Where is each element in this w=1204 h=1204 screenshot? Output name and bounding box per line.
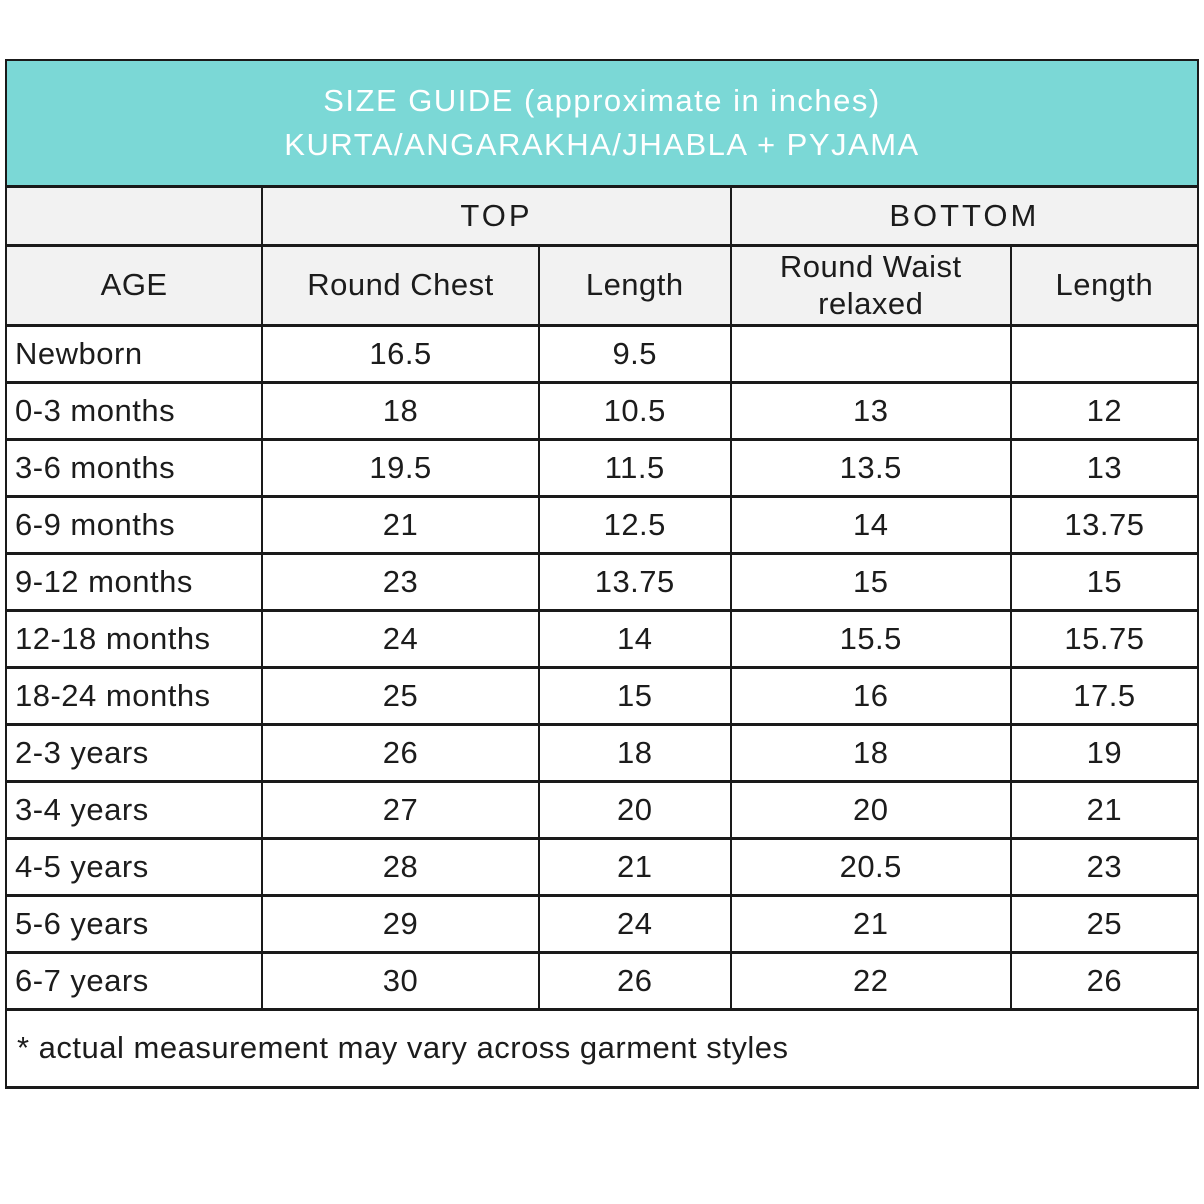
top-length-cell: 15 [537,665,732,726]
top-length-cell: 11.5 [537,437,732,498]
table-row: 5-6 years 29 24 21 25 [4,893,1200,954]
bottom-length-cell: 21 [1009,779,1200,840]
column-header-round-chest: Round Chest [261,243,540,327]
age-cell: 12-18 months [4,608,264,669]
top-length-cell: 24 [537,893,732,954]
title-line-1: SIZE GUIDE (approximate in inches) [323,82,881,118]
round-waist-cell: 20 [729,779,1012,840]
table-row: 3-6 months 19.5 11.5 13.5 13 [4,437,1200,498]
table-row: 9-12 months 23 13.75 15 15 [4,551,1200,612]
round-chest-cell: 19.5 [261,437,540,498]
column-header-age: AGE [4,243,264,327]
column-header-bottom-length: Length [1009,243,1200,327]
bottom-length-cell: 12 [1009,380,1200,441]
footnote: * actual measurement may vary across gar… [5,1007,1199,1089]
table-row: 6-7 years 30 26 22 26 [4,950,1200,1011]
table-row: 0-3 months 18 10.5 13 12 [4,380,1200,441]
top-length-cell: 10.5 [537,380,732,441]
round-waist-cell: 20.5 [729,836,1012,897]
group-header-row: TOP BOTTOM [4,184,1200,247]
bottom-length-cell: 15.75 [1009,608,1200,669]
group-header-empty [4,184,264,247]
group-header-top: TOP [261,184,732,247]
age-cell: 5-6 years [4,893,264,954]
round-waist-cell: 16 [729,665,1012,726]
age-cell: 3-6 months [4,437,264,498]
table-row: 18-24 months 25 15 16 17.5 [4,665,1200,726]
bottom-length-cell [1009,323,1200,384]
age-cell: 9-12 months [4,551,264,612]
bottom-length-cell: 17.5 [1009,665,1200,726]
top-length-cell: 26 [537,950,732,1011]
title-line-2: KURTA/ANGARAKHA/JHABLA + PYJAMA [284,126,920,162]
round-chest-cell: 23 [261,551,540,612]
round-waist-cell: 15.5 [729,608,1012,669]
table-row: 3-4 years 27 20 20 21 [4,779,1200,840]
footnote-row: * actual measurement may vary across gar… [5,1007,1199,1089]
bottom-length-cell: 13.75 [1009,494,1200,555]
round-chest-cell: 28 [261,836,540,897]
round-chest-cell: 21 [261,494,540,555]
age-cell: 18-24 months [4,665,264,726]
round-chest-cell: 30 [261,950,540,1011]
age-cell: 6-7 years [4,950,264,1011]
age-cell: 4-5 years [4,836,264,897]
round-waist-cell: 13 [729,380,1012,441]
top-length-cell: 9.5 [537,323,732,384]
table-row: 6-9 months 21 12.5 14 13.75 [4,494,1200,555]
round-chest-cell: 16.5 [261,323,540,384]
table-row: Newborn 16.5 9.5 [4,323,1200,384]
column-header-round-waist: Round Waist relaxed [729,243,1012,327]
round-waist-cell [729,323,1012,384]
table-row: 2-3 years 26 18 18 19 [4,722,1200,783]
top-length-cell: 14 [537,608,732,669]
age-cell: Newborn [4,323,264,384]
table-row: 4-5 years 28 21 20.5 23 [4,836,1200,897]
round-chest-cell: 29 [261,893,540,954]
round-chest-cell: 26 [261,722,540,783]
top-length-cell: 20 [537,779,732,840]
bottom-length-cell: 23 [1009,836,1200,897]
round-waist-cell: 15 [729,551,1012,612]
column-header-top-length: Length [537,243,732,327]
top-length-cell: 18 [537,722,732,783]
round-chest-cell: 18 [261,380,540,441]
round-waist-cell: 13.5 [729,437,1012,498]
size-guide-table: SIZE GUIDE (approximate in inches) KURTA… [4,59,1200,1089]
title-row: SIZE GUIDE (approximate in inches) KURTA… [5,59,1199,188]
age-cell: 6-9 months [4,494,264,555]
table-body: Newborn 16.5 9.5 0-3 months 18 10.5 13 1… [4,323,1200,1011]
bottom-length-cell: 15 [1009,551,1200,612]
round-chest-cell: 25 [261,665,540,726]
table-title: SIZE GUIDE (approximate in inches) KURTA… [5,59,1199,188]
bottom-length-cell: 25 [1009,893,1200,954]
age-cell: 3-4 years [4,779,264,840]
age-cell: 2-3 years [4,722,264,783]
group-header-bottom: BOTTOM [729,184,1200,247]
top-length-cell: 12.5 [537,494,732,555]
bottom-length-cell: 19 [1009,722,1200,783]
table-row: 12-18 months 24 14 15.5 15.75 [4,608,1200,669]
bottom-length-cell: 13 [1009,437,1200,498]
top-length-cell: 13.75 [537,551,732,612]
round-chest-cell: 24 [261,608,540,669]
top-length-cell: 21 [537,836,732,897]
round-waist-cell: 18 [729,722,1012,783]
round-chest-cell: 27 [261,779,540,840]
round-waist-cell: 14 [729,494,1012,555]
age-cell: 0-3 months [4,380,264,441]
round-waist-cell: 22 [729,950,1012,1011]
bottom-length-cell: 26 [1009,950,1200,1011]
column-header-row: AGE Round Chest Length Round Waist relax… [4,243,1200,327]
round-waist-cell: 21 [729,893,1012,954]
